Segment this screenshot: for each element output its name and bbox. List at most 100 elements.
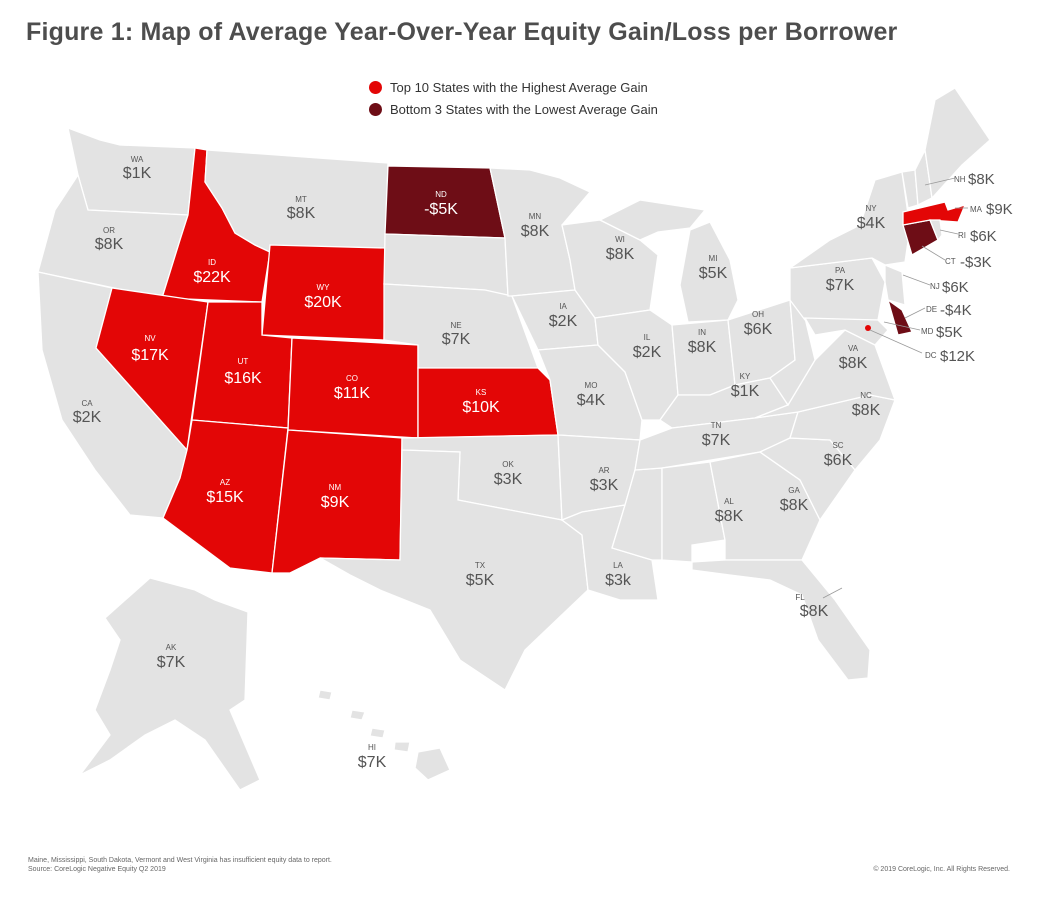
state-mi-upper xyxy=(598,199,707,241)
label-abbr-wi: WI xyxy=(615,235,625,244)
label-value-co: $11K xyxy=(334,385,371,402)
state-me xyxy=(924,87,991,200)
state-ma xyxy=(902,201,967,226)
label-abbr-mi: MI xyxy=(709,254,718,263)
label-abbr-hi: HI xyxy=(368,743,376,752)
state-fl xyxy=(691,559,871,681)
leader-ri xyxy=(939,229,959,235)
label-abbr-la: LA xyxy=(613,561,623,570)
state-hi-2 xyxy=(349,709,366,721)
label-abbr-nv: NV xyxy=(144,334,156,343)
label-abbr-al: AL xyxy=(724,497,734,506)
callout-value-ma: $9K xyxy=(986,201,1013,218)
label-value-mn: $8K xyxy=(521,223,550,240)
label-abbr-ut: UT xyxy=(238,357,249,366)
label-abbr-co: CO xyxy=(346,374,358,383)
label-value-mi: $5K xyxy=(699,265,728,282)
label-abbr-ne: NE xyxy=(450,321,461,330)
callout-value-de: -$4K xyxy=(940,302,972,319)
label-value-va: $8K xyxy=(839,355,868,372)
label-value-ak: $7K xyxy=(157,654,186,671)
label-abbr-or: OR xyxy=(103,226,115,235)
label-value-az: $15K xyxy=(206,489,244,506)
callout-abbr-md: MD xyxy=(921,327,934,336)
leader-nh xyxy=(924,177,956,186)
label-value-ok: $3K xyxy=(494,471,523,488)
label-value-ne: $7K xyxy=(442,331,471,348)
leader-de xyxy=(904,307,926,319)
footnote-line-source: Source: CoreLogic Negative Equity Q2 201… xyxy=(28,866,166,873)
leader-fl xyxy=(822,587,843,599)
state-mi xyxy=(679,221,739,323)
legend-item-top: Top 10 States with the Highest Average G… xyxy=(369,76,658,98)
label-abbr-tx: TX xyxy=(475,561,486,570)
label-value-ks: $10K xyxy=(462,399,500,416)
label-abbr-ky: KY xyxy=(740,372,751,381)
legend-darkred-dot-icon xyxy=(369,102,382,116)
label-value-tn: $7K xyxy=(702,432,731,449)
label-value-fl: $8K xyxy=(800,603,829,620)
leader-ct xyxy=(921,245,946,261)
label-value-il: $2K xyxy=(633,344,662,361)
state-ak xyxy=(79,577,261,791)
label-value-ut: $16K xyxy=(224,370,262,387)
callout-value-nj: $6K xyxy=(942,279,969,296)
label-value-nm: $9K xyxy=(321,494,350,511)
state-ny xyxy=(789,171,911,269)
label-abbr-mt: MT xyxy=(295,195,307,204)
legend-label-top: Top 10 States with the Highest Average G… xyxy=(390,79,648,95)
label-value-ia: $2K xyxy=(549,313,578,330)
label-value-hi: $7K xyxy=(358,754,387,771)
label-abbr-in: IN xyxy=(698,328,706,337)
label-abbr-id: ID xyxy=(208,258,216,267)
footnote: Maine, Mississippi, South Dakota, Vermon… xyxy=(28,856,332,874)
map-legend: Top 10 States with the Highest Average G… xyxy=(369,76,658,120)
state-hi-4 xyxy=(393,741,411,753)
page-title: Figure 1: Map of Average Year-Over-Year … xyxy=(26,18,898,46)
label-value-ky: $1K xyxy=(731,383,760,400)
leader-nj xyxy=(902,274,931,286)
label-abbr-ny: NY xyxy=(865,204,877,213)
state-hi-5 xyxy=(414,747,451,781)
label-abbr-va: VA xyxy=(848,344,859,353)
label-value-ga: $8K xyxy=(780,497,809,514)
label-value-pa: $7K xyxy=(826,277,855,294)
label-value-sc: $6K xyxy=(824,452,853,469)
state-tx xyxy=(319,449,589,691)
state-hi-1 xyxy=(317,689,333,701)
callout-abbr-ri: RI xyxy=(958,231,966,240)
callout-abbr-dc: DC xyxy=(925,351,937,360)
footnote-line-insufficient-data: Maine, Mississippi, South Dakota, Vermon… xyxy=(28,857,332,864)
dc-marker-dot xyxy=(865,325,871,331)
label-abbr-ok: OK xyxy=(502,460,514,469)
label-value-al: $8K xyxy=(715,508,744,525)
label-abbr-wa: WA xyxy=(131,155,144,164)
label-abbr-pa: PA xyxy=(835,266,846,275)
leader-dc xyxy=(869,329,923,354)
label-value-mt: $8K xyxy=(287,205,316,222)
callout-abbr-ct: CT xyxy=(945,257,956,266)
callout-abbr-ma: MA xyxy=(970,205,983,214)
label-value-oh: $6K xyxy=(744,321,773,338)
label-abbr-nc: NC xyxy=(860,391,872,400)
callout-value-ri: $6K xyxy=(970,228,997,245)
legend-item-bottom: Bottom 3 States with the Lowest Average … xyxy=(369,98,658,120)
label-abbr-ar: AR xyxy=(598,466,609,475)
label-value-tx: $5K xyxy=(466,572,495,589)
label-value-id: $22K xyxy=(193,269,231,286)
state-md xyxy=(803,317,889,346)
label-value-in: $8K xyxy=(688,339,717,356)
state-wy xyxy=(261,244,386,341)
legend-label-bottom: Bottom 3 States with the Lowest Average … xyxy=(390,101,658,117)
label-abbr-sc: SC xyxy=(832,441,843,450)
label-value-la: $3k xyxy=(605,572,632,589)
callout-value-ct: -$3K xyxy=(960,254,992,271)
label-abbr-tn: TN xyxy=(711,421,722,430)
label-abbr-ca: CA xyxy=(81,399,93,408)
state-la xyxy=(560,504,659,601)
label-abbr-il: IL xyxy=(644,333,651,342)
label-abbr-mn: MN xyxy=(529,212,542,221)
label-value-ny: $4K xyxy=(857,215,886,232)
label-value-wa: $1K xyxy=(123,165,152,182)
